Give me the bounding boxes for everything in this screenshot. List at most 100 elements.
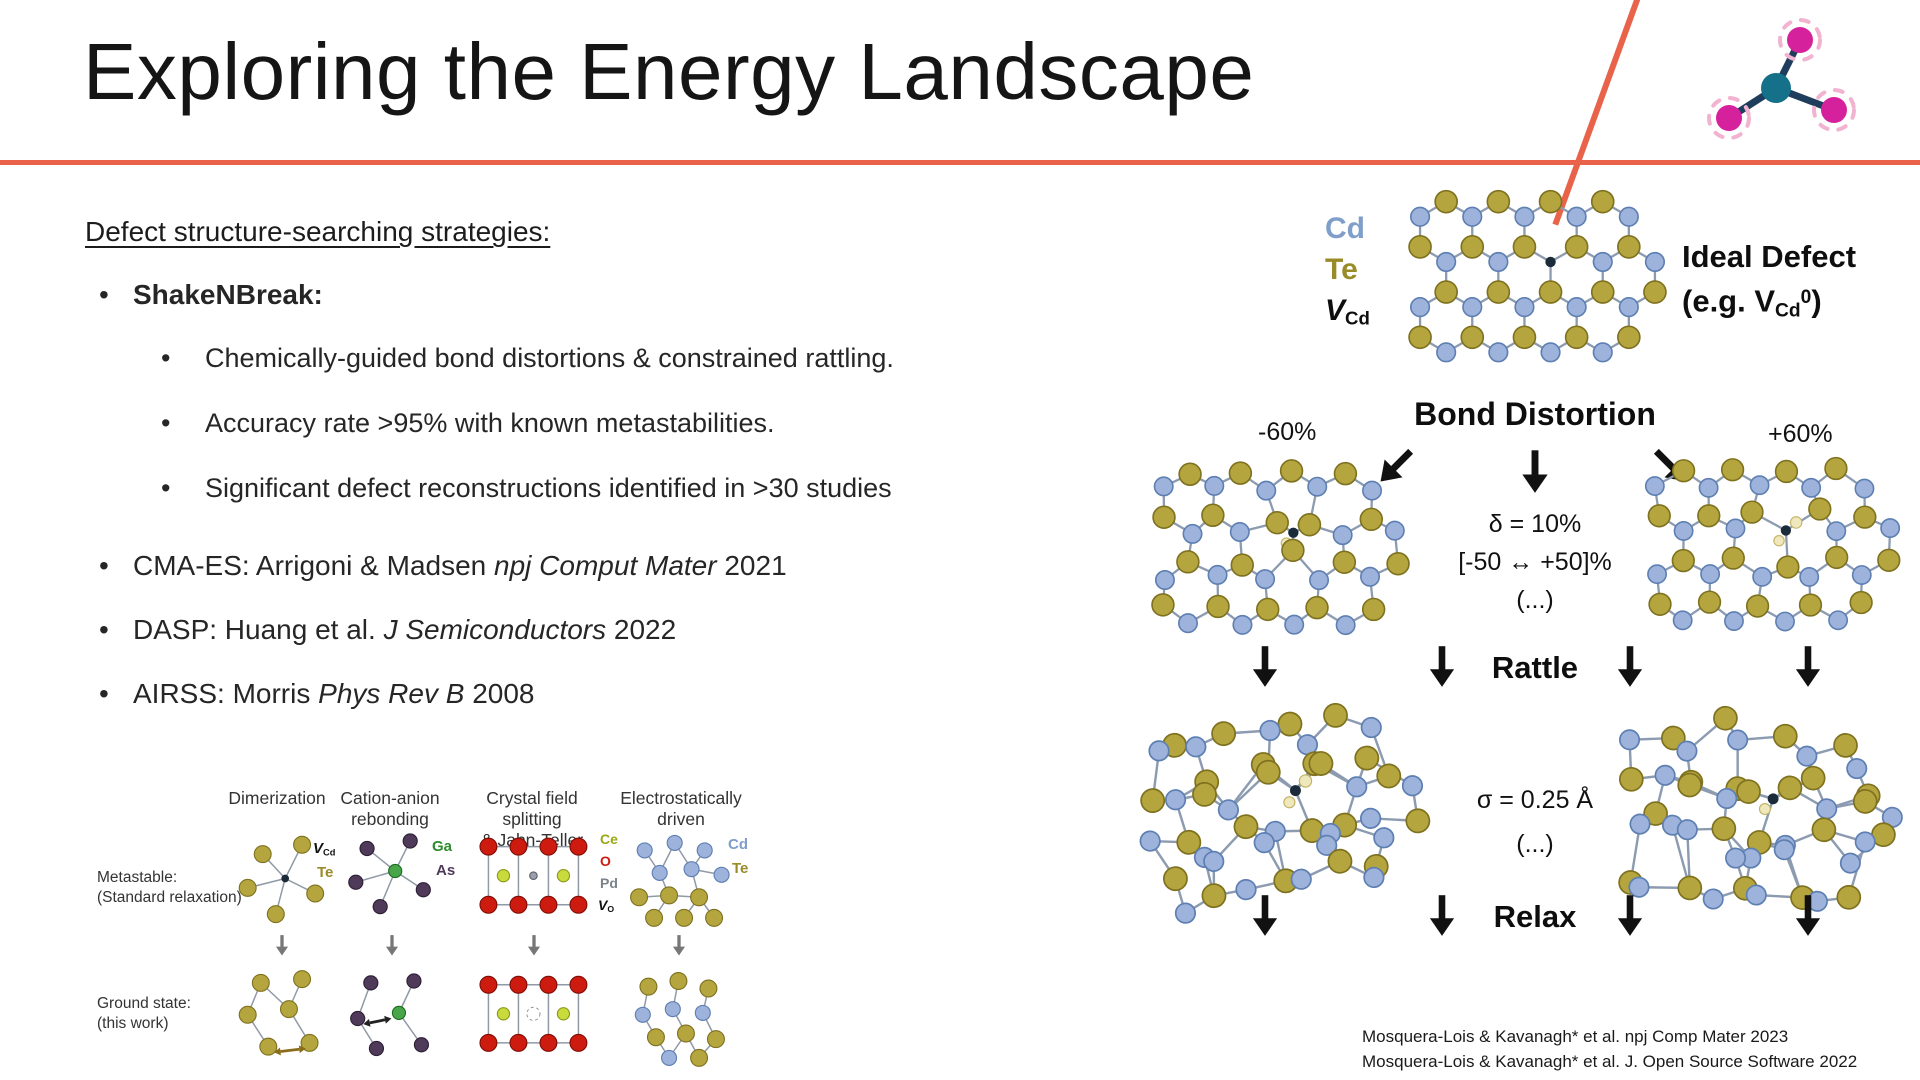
relax-label: Relax — [1493, 899, 1577, 934]
down-arrow-icon — [1512, 448, 1558, 494]
col-header-line: Dimerization — [228, 788, 326, 808]
label-ga-text: Ga — [432, 838, 453, 855]
down-arrow-icon — [1420, 893, 1464, 937]
cmaes-text: CMA-ES: Arrigoni & Madsen — [133, 550, 495, 581]
label-v-sub: O — [607, 904, 615, 915]
label-as-text: As — [436, 862, 456, 879]
citation-line: Mosquera-Lois & Kavanagh* et al. npj Com… — [1362, 1027, 1789, 1046]
cmaes-year: 2021 — [716, 550, 787, 581]
label-te: Te — [732, 860, 748, 878]
rattle-label: Rattle — [1491, 650, 1579, 685]
col-header-line: Cation-anion — [340, 788, 440, 808]
figure-crystal-field-metastable — [479, 837, 588, 914]
row-label-metastable: Metastable: (Standard relaxation) — [97, 868, 242, 908]
bullet-sub-1: Chemically-guided bond distortions & con… — [85, 342, 1125, 375]
sigma-line1: σ = 0.25 Å — [1476, 786, 1594, 814]
dasp-year: 2022 — [606, 614, 677, 645]
label-v: V — [598, 897, 608, 913]
bullet-sub-3: Significant defect reconstructions ident… — [85, 472, 1125, 505]
minus-60-label: -60% — [1258, 418, 1317, 446]
row-label-line: Ground state: — [97, 995, 191, 1012]
distortion-parameters: δ = 10% [-50 ↔ +50]% (...) — [1400, 505, 1670, 619]
label-ga: Ga — [432, 838, 452, 856]
airss-journal: Phys Rev B — [318, 678, 465, 709]
delta-line1: δ = 10% — [1488, 510, 1582, 538]
down-arrow-icon — [1420, 644, 1464, 688]
label-pd-text: Pd — [600, 875, 618, 891]
figure-dimerization-metastable — [238, 835, 325, 924]
ideal-defect-label: Ideal Defect (e.g. VCd0) — [1682, 236, 1856, 331]
citation-line: Mosquera-Lois & Kavanagh* et al. J. Open… — [1362, 1052, 1858, 1071]
down-arrow-icon — [1243, 893, 1287, 937]
airss-year: 2008 — [464, 678, 535, 709]
label-ce-text: Ce — [600, 831, 618, 847]
legend-v-sub: Cd — [1345, 307, 1370, 329]
legend-vcd: VCd — [1325, 290, 1370, 339]
row-label-line: Metastable: — [97, 869, 178, 886]
col-header-line: driven — [657, 809, 705, 829]
label-cd: Cd — [728, 836, 748, 854]
label-o: O — [600, 852, 611, 870]
col-header-line: Crystal field splitting — [486, 788, 578, 829]
label-pd: Pd — [600, 874, 618, 892]
down-arrow-icon — [668, 934, 690, 956]
figure-dimerization-ground — [238, 970, 319, 1056]
label-as: As — [436, 862, 455, 880]
legend-cd: Cd — [1325, 212, 1365, 245]
figure-col-crystal-field: Crystal field splitting & Jahn-Teller — [457, 788, 607, 851]
crystal-ideal-defect — [1408, 189, 1667, 363]
down-arrow-icon — [381, 934, 403, 956]
ideal-defect-line2: (e.g. VCd0) — [1682, 277, 1856, 331]
label-v: V — [313, 840, 324, 857]
bullet-shakenbreak: ShakeNBreak: — [85, 278, 1125, 312]
figure-electrostatic-ground — [634, 972, 725, 1067]
row-label-line: (this work) — [97, 1015, 169, 1032]
figure-electrostatic-metastable — [630, 834, 730, 927]
figure-col-electrostatic: Electrostatically driven — [606, 788, 756, 830]
down-arrow-icon — [1243, 644, 1287, 688]
figure-col-dimerization: Dimerization — [202, 788, 352, 809]
bullet-sub-2: Accuracy rate >95% with known metastabil… — [85, 407, 1125, 440]
crystal-distorted-minus60 — [1151, 459, 1410, 636]
ideal-sub: Cd — [1775, 300, 1801, 322]
delta-line3: (...) — [1516, 586, 1554, 614]
shakenbreak-label: ShakeNBreak: — [133, 279, 323, 310]
figure-rebonding-metastable — [348, 833, 431, 915]
label-te: Te — [317, 864, 333, 882]
plus-60-label: +60% — [1768, 420, 1833, 448]
reconstruction-figure: Dimerization Cation-anion rebonding Crys… — [95, 782, 795, 1080]
col-header-line: & Jahn-Teller — [480, 830, 584, 850]
ideal-defect-line1: Ideal Defect — [1682, 239, 1857, 274]
down-left-arrow-icon — [1373, 443, 1419, 489]
label-ce: Ce — [600, 830, 618, 848]
col-header-line: Electrostatically — [620, 788, 742, 808]
dasp-text: DASP: Huang et al. — [133, 614, 384, 645]
ideal-pre: (e.g. V — [1682, 283, 1776, 319]
bond-distortion-label: Bond Distortion — [1414, 396, 1656, 432]
label-te-text: Te — [732, 860, 749, 877]
bullet-airss: AIRSS: Morris Phys Rev B 2008 — [85, 677, 1125, 711]
figure-rebonding-ground — [350, 973, 430, 1057]
rattle-parameters: σ = 0.25 Å (...) — [1400, 778, 1670, 866]
atom-legend: Cd Te VCd — [1325, 208, 1370, 339]
ideal-post: ) — [1811, 283, 1822, 319]
airss-text: AIRSS: Morris — [133, 678, 319, 709]
legend-v: V — [1325, 294, 1346, 327]
label-cd-text: Cd — [728, 836, 748, 853]
accent-rule — [0, 160, 1920, 165]
down-arrow-icon — [271, 934, 293, 956]
bullet-list: Defect structure-searching strategies: S… — [85, 216, 1125, 741]
figure-crystal-field-ground — [479, 975, 588, 1052]
label-o-text: O — [600, 853, 611, 869]
citations: Mosquera-Lois & Kavanagh* et al. npj Com… — [1362, 1024, 1857, 1074]
label-te-text: Te — [317, 864, 334, 881]
dasp-journal: J Semiconductors — [383, 614, 607, 645]
sigma-line2: (...) — [1516, 830, 1554, 858]
molecule-logo-icon — [1707, 18, 1856, 140]
legend-te: Te — [1325, 253, 1358, 286]
cmaes-journal: npj Comput Mater — [494, 550, 717, 581]
row-label-ground-state: Ground state: (this work) — [97, 994, 191, 1034]
crystal-rattled-left — [1139, 702, 1431, 924]
label-vcd: VCd — [313, 840, 335, 861]
